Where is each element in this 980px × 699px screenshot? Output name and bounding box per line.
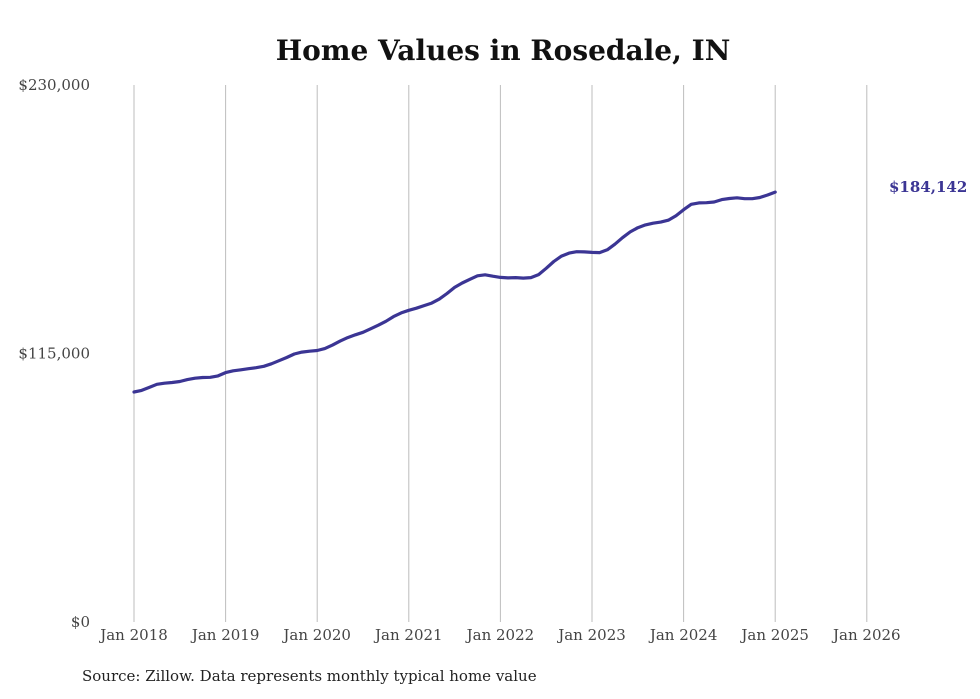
x-tick-label: Jan 2018: [98, 626, 168, 644]
end-value-label: $184,142: [889, 178, 967, 196]
source-note: Source: Zillow. Data represents monthly …: [82, 667, 537, 685]
x-tick-label: Jan 2021: [373, 626, 443, 644]
y-tick-label: $115,000: [18, 345, 90, 363]
home-value-line: [132, 190, 777, 394]
gridlines: [133, 85, 868, 622]
chart-title: Home Values in Rosedale, IN: [276, 34, 731, 67]
x-axis-ticks: Jan 2018 Jan 2019 Jan 2020 Jan 2021 Jan 2022…: [98, 626, 900, 644]
x-tick-label: Jan 2020: [281, 626, 351, 644]
y-tick-label: $0: [71, 613, 90, 631]
x-tick-label: Jan 2022: [465, 626, 535, 644]
x-tick-label: Jan 2019: [190, 626, 260, 644]
x-tick-label: Jan 2025: [739, 626, 809, 644]
x-tick-label: Jan 2024: [648, 626, 718, 644]
y-tick-label: $230,000: [18, 76, 90, 94]
x-tick-label: Jan 2023: [556, 626, 626, 644]
x-tick-label: Jan 2026: [831, 626, 901, 644]
y-axis-ticks: $0 $115,000 $230,000: [18, 76, 90, 631]
